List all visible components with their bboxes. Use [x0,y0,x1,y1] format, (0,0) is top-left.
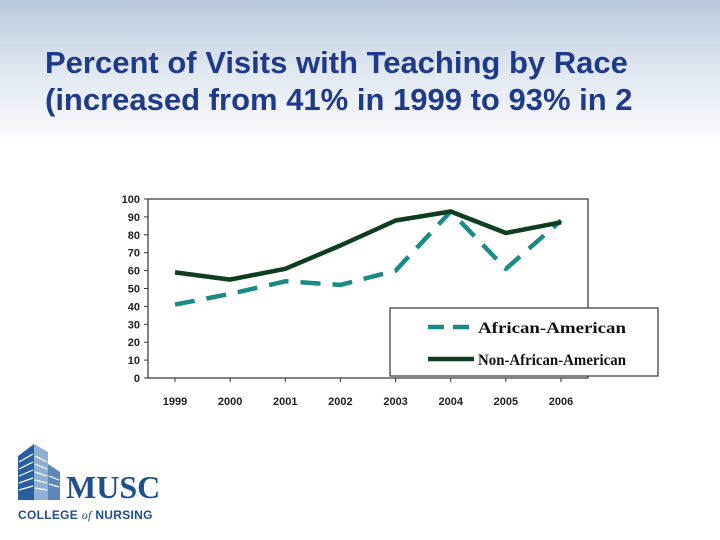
logo-wordmark: MUSC [66,469,161,505]
series-line-2 [174,209,562,282]
y-tick-label: 60 [128,266,140,278]
x-tick-label: 2006 [549,396,573,408]
y-tick-label: 20 [128,337,140,349]
slide-title: Percent of Visits with Teaching by Race … [45,44,720,118]
x-tick-label: 2004 [438,396,463,408]
series-line-1 [174,209,563,307]
y-tick-label: 40 [128,301,140,313]
y-tick-label: 50 [128,284,140,296]
y-tick-label: 80 [128,230,140,242]
x-tick-label: 2002 [328,396,352,408]
x-tick-label: 2001 [273,396,297,408]
y-tick-label: 0 [134,373,140,385]
y-tick-label: 70 [128,248,140,260]
building-icon [18,444,60,500]
y-tick-label: 100 [122,194,140,206]
x-tick-label: 1999 [163,396,187,408]
chart-legend: African-American Non-African-American [389,307,659,377]
legend-box [389,307,659,377]
x-tick-label: 2005 [494,396,518,408]
title-line-2: (increased from 41% in 1999 to 93% in 2 [45,82,633,117]
x-tick-label: 2003 [383,396,407,408]
y-tick-label: 10 [128,355,140,367]
chart-series [174,209,563,307]
y-tick-label: 90 [128,212,140,224]
title-line-1: Percent of Visits with Teaching by Race [45,45,628,80]
musc-logo: MUSC COLLEGE of NURSING [14,442,174,527]
legend-label: Non-African-American [478,352,626,369]
logo-subtitle: COLLEGE of NURSING [18,508,153,522]
legend-label: African-American [478,320,626,337]
y-tick-label: 30 [128,319,140,331]
x-tick-label: 2000 [218,396,242,408]
